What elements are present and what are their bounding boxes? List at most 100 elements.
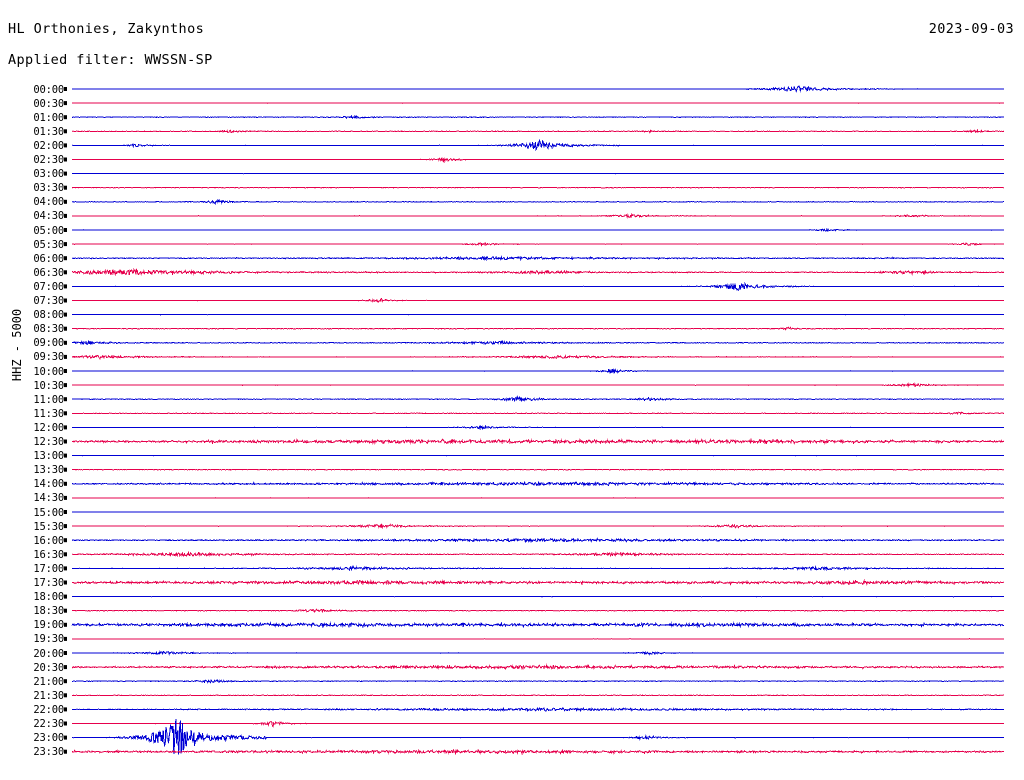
row-time-label: 13:00 xyxy=(33,450,64,463)
trace-0430 xyxy=(71,213,1005,219)
row-time-label: 22:00 xyxy=(33,703,64,716)
row-tick xyxy=(64,101,67,106)
row-time-label: 19:30 xyxy=(33,633,64,646)
trace-0830 xyxy=(71,326,1005,331)
row-tick xyxy=(64,369,67,373)
row-time-label: 08:00 xyxy=(33,309,64,322)
trace-2300 xyxy=(71,719,1005,755)
row-time-label: 00:00 xyxy=(33,83,64,96)
row-tick xyxy=(64,383,67,388)
row-tick xyxy=(64,580,67,585)
row-tick xyxy=(64,143,67,148)
row-tick xyxy=(64,467,67,472)
row-time-label: 05:30 xyxy=(33,238,64,251)
trace-1100 xyxy=(71,395,1005,403)
row-time-label: 02:30 xyxy=(33,154,64,166)
station-title: HL Orthonies, Zakynthos xyxy=(8,21,205,37)
row-tick xyxy=(64,326,67,331)
row-time-label: 03:30 xyxy=(33,182,64,195)
trace-1030 xyxy=(71,382,1005,388)
row-tick xyxy=(64,481,67,486)
row-time-label: 06:00 xyxy=(33,252,64,265)
row-time-label: 20:30 xyxy=(33,661,64,674)
row-time-label: 17:30 xyxy=(33,577,64,589)
row-time-label: 13:30 xyxy=(33,464,64,477)
row-time-label: 02:00 xyxy=(33,139,64,152)
trace-1600 xyxy=(71,537,1005,544)
row-time-label: 10:30 xyxy=(33,379,64,392)
row-tick xyxy=(64,115,67,120)
trace-0500 xyxy=(71,227,1005,233)
row-tick xyxy=(64,354,67,359)
row-time-label: 01:00 xyxy=(33,111,64,124)
row-tick xyxy=(64,270,67,275)
trace-1130 xyxy=(71,411,1005,415)
row-time-label: 15:00 xyxy=(33,506,64,519)
row-tick xyxy=(64,636,67,641)
row-time-label: 10:00 xyxy=(33,365,64,378)
row-tick xyxy=(64,312,67,317)
row-tick xyxy=(64,735,67,740)
row-time-label: 04:00 xyxy=(33,196,64,209)
row-tick xyxy=(64,721,67,726)
trace-1630 xyxy=(71,550,1005,558)
row-tick xyxy=(64,298,67,303)
row-tick xyxy=(64,171,67,176)
row-tick xyxy=(64,538,67,543)
row-time-label: 05:00 xyxy=(33,224,64,237)
row-tick xyxy=(64,157,67,162)
trace-0530 xyxy=(71,241,1005,247)
row-tick xyxy=(64,608,67,613)
trace-1900 xyxy=(71,621,1005,629)
trace-0700 xyxy=(71,281,1005,292)
row-time-label: 16:30 xyxy=(33,548,64,561)
trace-1830 xyxy=(71,608,1005,614)
row-time-label: 06:30 xyxy=(33,266,64,279)
row-time-label: 01:30 xyxy=(33,125,64,138)
row-time-label: 23:30 xyxy=(33,746,64,759)
row-tick xyxy=(64,651,67,655)
row-time-label: 22:30 xyxy=(33,718,64,730)
trace-0730 xyxy=(71,297,1005,303)
row-time-label: 14:00 xyxy=(33,478,64,491)
row-tick xyxy=(64,284,67,289)
trace-1800 xyxy=(71,595,1005,598)
row-tick xyxy=(64,256,67,261)
row-tick xyxy=(64,242,67,247)
row-time-label: 12:30 xyxy=(33,436,64,448)
row-tick xyxy=(64,707,67,712)
trace-1530 xyxy=(71,523,1005,530)
row-time-label: 23:00 xyxy=(33,732,64,745)
trace-2100 xyxy=(71,678,1005,684)
row-tick xyxy=(64,495,67,500)
row-time-label: 09:30 xyxy=(33,351,64,364)
row-tick xyxy=(64,524,67,529)
trace-0100 xyxy=(71,114,1005,120)
row-tick xyxy=(64,679,67,684)
row-tick xyxy=(64,594,67,599)
row-time-label: 18:30 xyxy=(33,605,64,618)
row-tick xyxy=(64,665,67,670)
trace-2200 xyxy=(71,706,1005,713)
trace-2230 xyxy=(71,720,1005,728)
row-tick xyxy=(64,439,67,444)
row-time-label: 20:00 xyxy=(33,647,64,660)
row-time-label: 11:00 xyxy=(33,393,64,406)
trace-0200 xyxy=(71,138,1005,152)
row-time-label: 21:00 xyxy=(33,675,64,688)
row-tick xyxy=(64,622,67,627)
row-time-label: 03:00 xyxy=(33,168,64,181)
row-time-label: 12:00 xyxy=(33,421,64,434)
row-tick xyxy=(64,185,67,190)
row-time-label: 00:30 xyxy=(33,97,64,110)
row-tick xyxy=(64,749,67,754)
row-tick xyxy=(64,213,67,218)
trace-0400 xyxy=(71,198,1005,205)
trace-0900 xyxy=(71,339,1005,346)
row-time-label: 16:00 xyxy=(33,534,64,547)
row-tick xyxy=(64,129,67,134)
trace-0930 xyxy=(71,354,1005,360)
trace-2330 xyxy=(71,748,1004,756)
trace-0000 xyxy=(71,85,1005,93)
